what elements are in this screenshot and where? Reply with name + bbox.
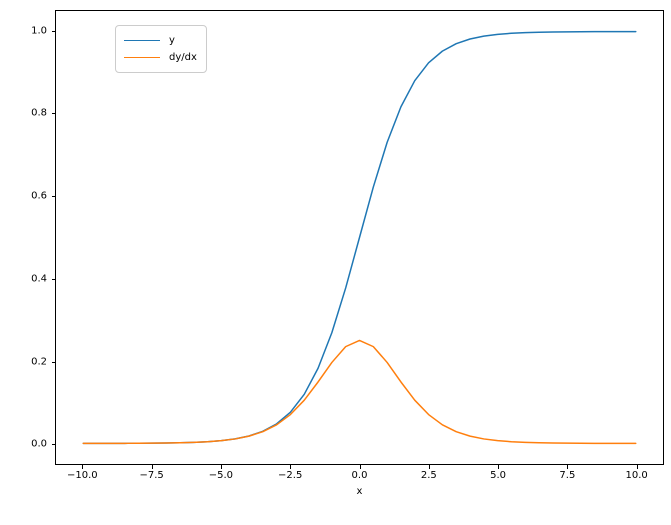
x-tick-mark [428, 465, 430, 469]
x-tick-label: 2.5 [420, 470, 437, 481]
y-tick-label: 0.0 [31, 438, 47, 450]
x-tick-label: 10.0 [625, 470, 648, 481]
x-tick-mark [82, 465, 84, 469]
legend-label-dydx: dy/dx [169, 51, 197, 63]
plot-axes: y dy/dx [55, 10, 664, 465]
x-tick-mark [359, 465, 361, 469]
x-axis-label: x [356, 486, 363, 497]
legend-swatch-y [124, 40, 160, 41]
x-tick-mark [567, 465, 569, 469]
legend-label-y: y [169, 34, 175, 46]
x-tick-label: −10.0 [67, 470, 98, 481]
line-series-dydx [82, 339, 637, 445]
x-tick-mark [290, 465, 292, 469]
y-tick-mark [51, 444, 55, 446]
y-tick-label: 0.8 [31, 107, 47, 119]
x-tick-label: −5.0 [208, 470, 234, 481]
x-tick-mark [636, 465, 638, 469]
x-tick-label: −7.5 [139, 470, 164, 481]
y-tick-mark [51, 361, 55, 363]
x-tick-mark [498, 465, 500, 469]
x-tick-label: 7.5 [559, 470, 576, 481]
legend-entry-y: y [124, 32, 197, 49]
y-tick-mark [51, 196, 55, 198]
y-tick-label: 1.0 [31, 25, 47, 37]
y-tick-mark [51, 113, 55, 115]
y-tick-label: 0.6 [31, 190, 47, 202]
legend-swatch-dydx [124, 57, 160, 58]
x-tick-label: −2.5 [278, 470, 303, 481]
x-tick-label: 0.0 [351, 470, 368, 481]
legend-entry-dydx: dy/dx [124, 49, 197, 66]
x-tick-mark [220, 465, 222, 469]
y-tick-mark [51, 278, 55, 280]
y-tick-mark [51, 30, 55, 32]
x-tick-label: 5.0 [490, 470, 507, 481]
y-tick-label: 0.4 [31, 273, 47, 285]
x-tick-mark [151, 465, 153, 469]
legend: y dy/dx [115, 25, 207, 73]
plot-curves [82, 30, 637, 445]
y-tick-label: 0.2 [31, 356, 47, 368]
line-series-y [82, 30, 637, 445]
